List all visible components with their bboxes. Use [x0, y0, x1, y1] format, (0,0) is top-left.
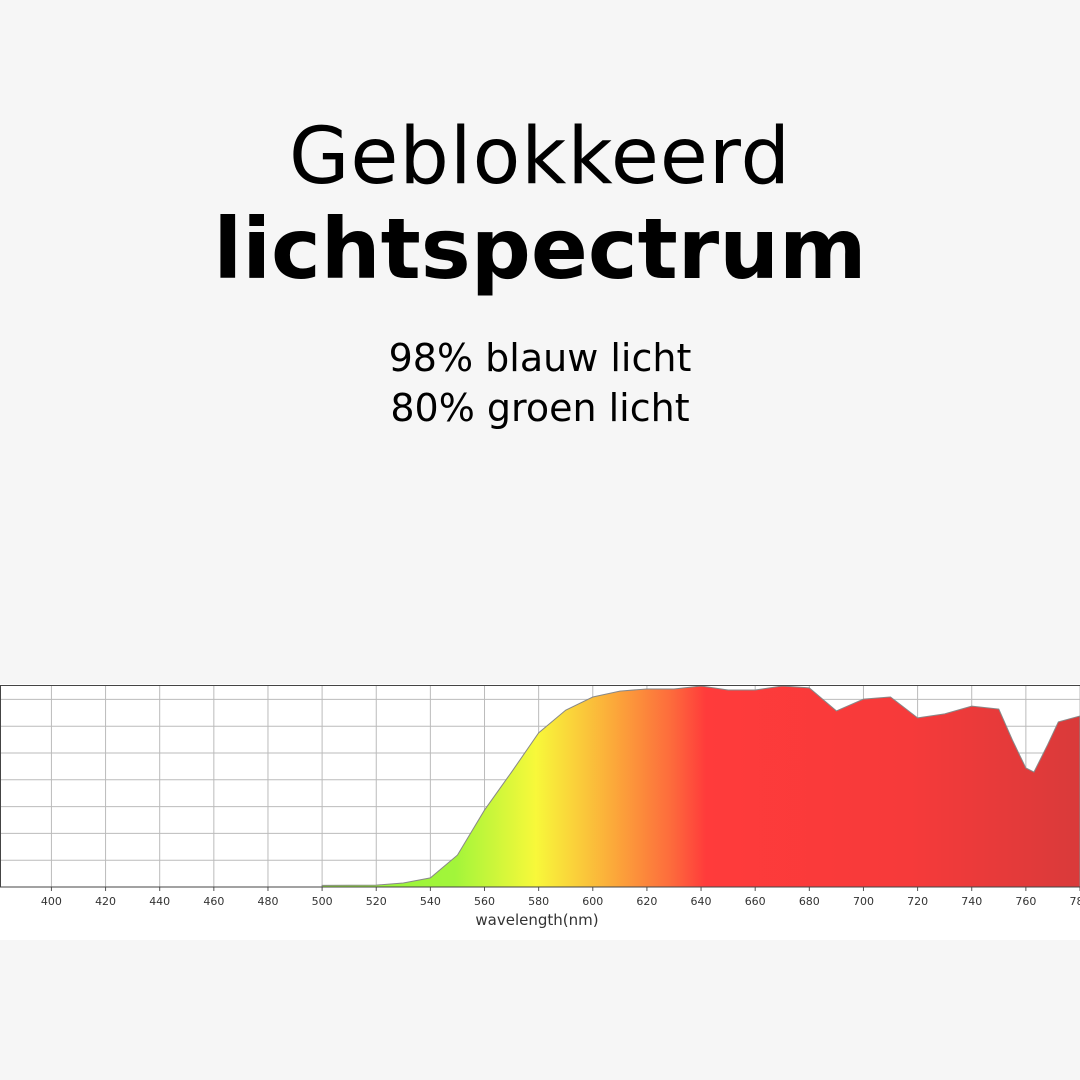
- x-tick-label: 760: [1015, 895, 1036, 908]
- x-tick-label: 460: [203, 895, 224, 908]
- title: Geblokkeerd: [288, 112, 792, 202]
- stat-line: 80% groen licht: [390, 386, 690, 430]
- plot-frame: [0, 685, 1080, 888]
- x-tick-label: 420: [95, 895, 116, 908]
- x-tick-label: 740: [961, 895, 982, 908]
- x-tick-label: 540: [420, 895, 441, 908]
- subtitle: lichtspectrum: [213, 200, 867, 298]
- x-tick-label: 720: [907, 895, 928, 908]
- x-tick-label: 560: [474, 895, 495, 908]
- x-tick-label: 400: [41, 895, 62, 908]
- x-tick-label: 780: [1070, 895, 1080, 908]
- chart: 400 420 440 460 480 500 520 540 560 580 600 620 640 6…: [0, 684, 1080, 940]
- stat-line: 98% blauw licht: [388, 336, 692, 380]
- x-tick-label: 640: [691, 895, 712, 908]
- x-tick-label: 700: [853, 895, 874, 908]
- x-tick-label: 580: [528, 895, 549, 908]
- x-axis-label: wavelength(nm): [475, 911, 598, 929]
- x-tick-label: 500: [312, 895, 333, 908]
- x-tick-label: 660: [745, 895, 766, 908]
- x-tick-label: 600: [582, 895, 603, 908]
- x-tick-label: 680: [799, 895, 820, 908]
- x-tick-label: 440: [149, 895, 170, 908]
- area: [321, 685, 1080, 888]
- x-tick-label: 620: [636, 895, 657, 908]
- x-tick-label: 520: [366, 895, 387, 908]
- x-tick-label: 480: [257, 895, 278, 908]
